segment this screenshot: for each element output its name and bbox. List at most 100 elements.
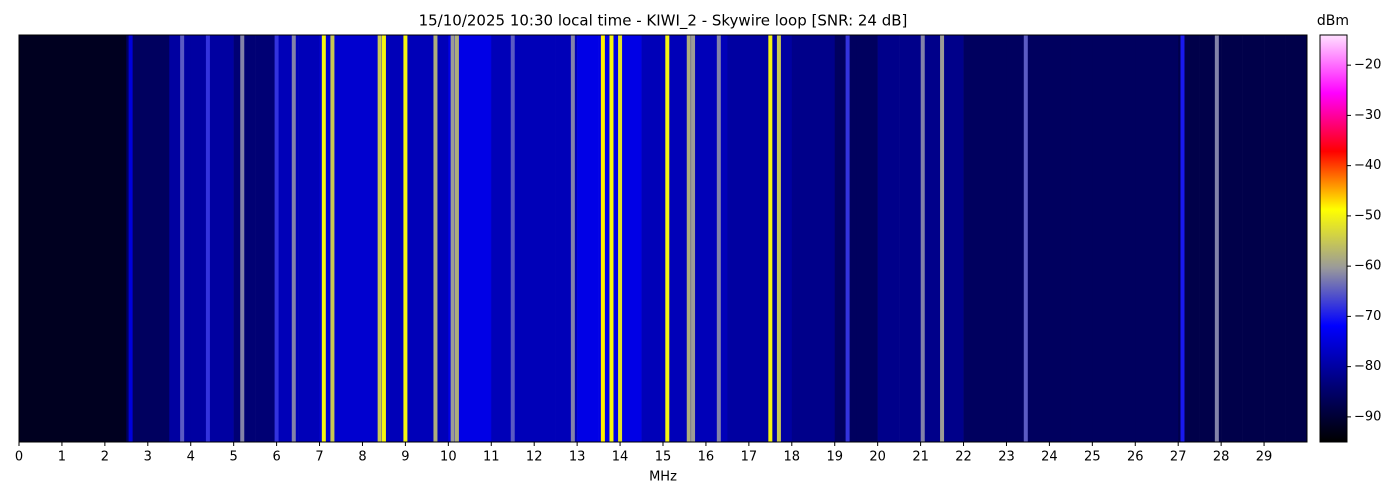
colorbar-tick-label: −60 [1354,259,1381,274]
spectrum-cell [405,35,428,442]
colorbar [1319,34,1348,443]
x-tick-label: 13 [569,450,586,465]
spectrum-cell [233,35,256,442]
spectrum-cell [40,35,63,442]
colorbar-tick-label: −50 [1354,208,1381,223]
spectrum-cell [899,35,921,442]
spectrum-cell [963,35,986,442]
spectrum-cell [147,35,170,442]
x-tick-label: 3 [144,450,152,465]
carrier [609,35,614,442]
carrier [403,35,408,442]
colorbar-tick-label: −80 [1354,359,1381,374]
spectrum-cell [255,35,277,442]
spectrum-cell [1027,35,1050,442]
x-tick-label: 8 [358,450,366,465]
colorbar-tick-label: −90 [1354,409,1381,424]
spectrum-cell [791,35,814,442]
spectrum-cell [856,35,878,442]
carrier [691,35,696,442]
spectrum-cell [1092,35,1115,442]
colorbar-tick-label: −20 [1354,58,1381,73]
spectrum-cell [212,35,234,442]
carrier [510,35,515,442]
x-tick-label: 27 [1170,450,1187,465]
carrier [768,35,773,442]
x-tick-label: 15 [655,450,672,465]
x-tick-label: 0 [15,450,23,465]
spectrum-cell [813,35,836,442]
x-tick-label: 18 [784,450,801,465]
x-tick-label: 23 [998,450,1015,465]
x-tick-label: 20 [869,450,886,465]
spectrum-cell [512,35,535,442]
carrier [1023,35,1028,442]
carrier [240,35,245,442]
spectrum-cell [770,35,793,442]
x-tick-label: 26 [1127,450,1144,465]
carrier [665,35,670,442]
x-tick-label: 29 [1256,450,1273,465]
x-tick-label: 14 [612,450,629,465]
spectrum-cell [83,35,106,442]
spectrum-cell [298,35,320,442]
x-tick-label: 19 [826,450,843,465]
carrier [321,35,326,442]
carrier [450,35,455,442]
x-tick-label: 9 [401,450,409,465]
spectrum-cell [104,35,127,442]
x-tick-label: 21 [912,450,929,465]
spectrum-cell [1049,35,1072,442]
carrier [940,35,945,442]
carrier [377,35,382,442]
spectrum-cell [426,35,449,442]
carrier [180,35,185,442]
x-tick-label: 24 [1041,450,1058,465]
spectrum-cell [1285,35,1308,442]
spectrum-cell [920,35,943,442]
spectrum-cell [1070,35,1093,442]
carrier [716,35,721,442]
carrier [776,35,781,442]
spectrum-cell [19,35,41,442]
spectrum-cell [534,35,556,442]
x-tick-label: 6 [272,450,280,465]
carrier [128,35,133,442]
spectrum-cell [469,35,492,442]
spectrum-cell [1113,35,1136,442]
carrier [433,35,438,442]
carrier [1214,35,1219,442]
spectrum-cell [1006,35,1029,442]
spectrum-cell [727,35,750,442]
x-tick-label: 1 [58,450,66,465]
colorbar-label: dBm [1317,13,1349,29]
x-tick-label: 17 [741,450,758,465]
carrier [570,35,575,442]
carrier [274,35,279,442]
spectrum-cell [942,35,964,442]
spectrum-cell [1221,35,1243,442]
carrier [381,35,386,442]
carrier [600,35,605,442]
x-tick-label: 25 [1084,450,1101,465]
carrier [618,35,623,442]
spectrum-cell [748,35,771,442]
chart-title: 15/10/2025 10:30 local time - KIWI_2 - S… [419,12,908,31]
carrier [1180,35,1185,442]
x-tick-label: 7 [315,450,323,465]
x-tick-label: 22 [955,450,972,465]
carrier [454,35,459,442]
carrier [845,35,850,442]
spectrum-cell [620,35,642,442]
spectrum-cell [1264,35,1286,442]
carrier [920,35,925,442]
carrier [686,35,691,442]
x-tick-label: 16 [698,450,715,465]
spectrum-cell [577,35,599,442]
spectrum-cell [341,35,363,442]
carrier [330,35,335,442]
x-tick-label: 4 [187,450,195,465]
spectrum-cell [1242,35,1265,442]
x-tick-label: 5 [230,450,238,465]
